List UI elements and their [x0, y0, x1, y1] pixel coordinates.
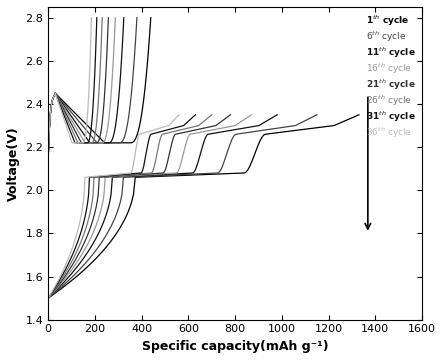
- X-axis label: Specific capacity(mAh g⁻¹): Specific capacity(mAh g⁻¹): [142, 340, 328, 353]
- Y-axis label: Voltage(V): Voltage(V): [7, 126, 20, 201]
- Legend: 1$^{th}$ cycle, 6$^{th}$ cycle, 11$^{th}$ cycle, 16$^{th}$ cycle, 21$^{th}$ cycl: 1$^{th}$ cycle, 6$^{th}$ cycle, 11$^{th}…: [363, 12, 418, 141]
